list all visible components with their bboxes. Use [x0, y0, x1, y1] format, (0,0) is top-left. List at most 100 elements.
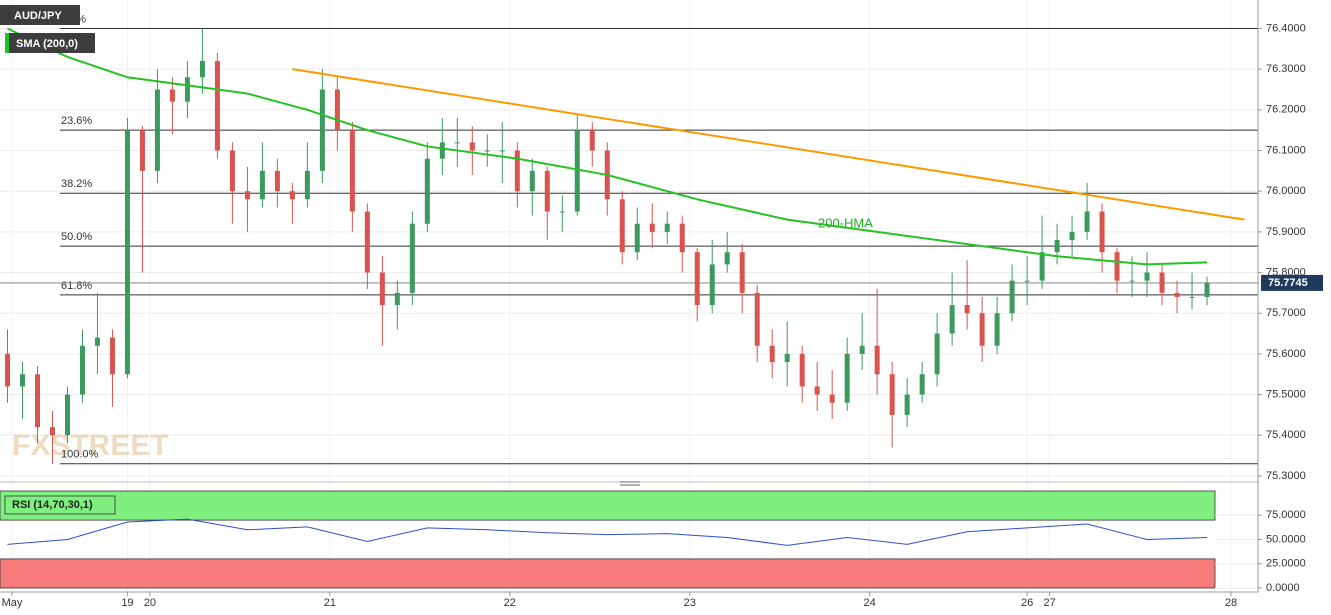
sma-line	[7, 27, 1208, 266]
fib-label: 38.2%	[61, 178, 92, 190]
price-panel: 76.4000 76.3000 76.2000 76.1000 76.0000 75.90…	[0, 0, 1306, 592]
candle-body	[1084, 211, 1090, 232]
y-tick-label: 75.0000	[1266, 509, 1306, 521]
candle-body	[214, 61, 220, 151]
candle-body	[349, 130, 355, 212]
candle-body	[1054, 240, 1060, 253]
candle-body	[949, 305, 955, 334]
fib-label: 23.6%	[61, 115, 92, 127]
candle-body	[589, 130, 595, 151]
rsi-tag[interactable]: RSI (14,70,30,1)	[4, 495, 116, 515]
candle-body	[874, 345, 880, 375]
fib-label: 61.8%	[61, 280, 92, 292]
candle-body	[1099, 211, 1105, 253]
candle-body	[139, 130, 145, 171]
candle-body	[364, 211, 370, 273]
x-tick-label: 28	[1225, 597, 1237, 609]
candle-body	[454, 142, 460, 144]
candle-body	[1024, 280, 1030, 282]
candle-body	[439, 142, 445, 159]
rsi-line	[7, 518, 1208, 546]
candle-body	[814, 386, 820, 395]
y-tick-label: 50.0000	[1266, 533, 1306, 545]
candle-body	[244, 191, 250, 200]
candle-body	[1039, 252, 1045, 281]
y-tick-label: 75.3000	[1266, 470, 1306, 482]
candle-body	[769, 345, 775, 363]
candle-body	[289, 191, 295, 200]
candle-body	[784, 353, 790, 363]
rsi-panel: 75.0000 50.0000 25.0000 0.0000 RSI (14,70,30…	[0, 490, 1306, 594]
y-tick-label: 75.5000	[1266, 388, 1306, 400]
candle-body	[1069, 231, 1075, 240]
oversold-zone	[0, 558, 1216, 589]
indicator-label: SMA (200,0)	[16, 38, 78, 50]
candle-body	[319, 89, 325, 171]
candle-body	[4, 353, 10, 387]
candle-body	[829, 394, 835, 403]
candle-body	[1189, 296, 1195, 298]
y-tick-label: 25.0000	[1266, 558, 1306, 570]
candle-body	[724, 252, 730, 265]
price-tag: 75.7745	[1261, 274, 1323, 291]
candle-body	[844, 353, 850, 403]
candle-body	[904, 394, 910, 415]
y-tick-label: 75.4000	[1266, 429, 1306, 441]
rsi-label: RSI (14,70,30,1)	[12, 499, 93, 511]
divider-grip[interactable]	[620, 481, 640, 486]
x-tick-label: 27	[1043, 597, 1055, 609]
candle-body	[199, 61, 205, 78]
candle-body	[664, 223, 670, 232]
candle-body	[259, 170, 265, 200]
candle-body	[934, 333, 940, 375]
candle-body	[964, 305, 970, 314]
watermark: FXSTREET	[12, 429, 169, 462]
candle-body	[124, 130, 130, 375]
candle-body	[544, 170, 550, 212]
x-tick-label: 24	[864, 597, 876, 609]
candle-body	[754, 292, 760, 346]
x-tick-label: 23	[684, 597, 696, 609]
candle-body	[34, 374, 40, 428]
candle-body	[514, 150, 520, 192]
candle-body	[1204, 282, 1210, 297]
candle-body	[94, 337, 100, 346]
candle-body	[1144, 272, 1150, 281]
candle-body	[529, 170, 535, 192]
candle-body	[274, 170, 280, 192]
candle-body	[559, 211, 565, 213]
symbol-tag[interactable]: AUD/JPY	[0, 5, 80, 25]
price-tag-box	[1261, 274, 1323, 291]
overbought-zone	[0, 490, 1216, 521]
fib-label: 50.0%	[61, 231, 92, 243]
fib-label: 100.0%	[61, 449, 99, 461]
candle-body	[499, 150, 505, 152]
x-tick-label: 19	[121, 597, 133, 609]
candle-body	[634, 223, 640, 253]
candle-body	[64, 394, 70, 436]
candle-body	[709, 264, 715, 306]
candle-body	[394, 292, 400, 306]
candle-body	[919, 374, 925, 395]
y-tick-label: 75.7000	[1266, 307, 1306, 319]
candle-body	[1114, 252, 1120, 281]
candle-body	[424, 158, 430, 224]
candle-body	[889, 374, 895, 415]
candle-body	[694, 252, 700, 306]
y-tick-label: 76.0000	[1266, 185, 1306, 197]
x-tick-label: 22	[504, 597, 516, 609]
y-tick-label: 75.6000	[1266, 348, 1306, 360]
candle-body	[1129, 280, 1135, 282]
candle-body	[799, 353, 805, 387]
indicator-tag[interactable]: SMA (200,0)	[5, 33, 95, 53]
candle-body	[109, 337, 115, 375]
candle-body	[739, 252, 745, 293]
x-tick-label: 21	[324, 597, 336, 609]
trendline	[292, 68, 1245, 221]
candle-body	[979, 313, 985, 346]
candle-body	[184, 77, 190, 102]
candle-body	[79, 345, 85, 395]
